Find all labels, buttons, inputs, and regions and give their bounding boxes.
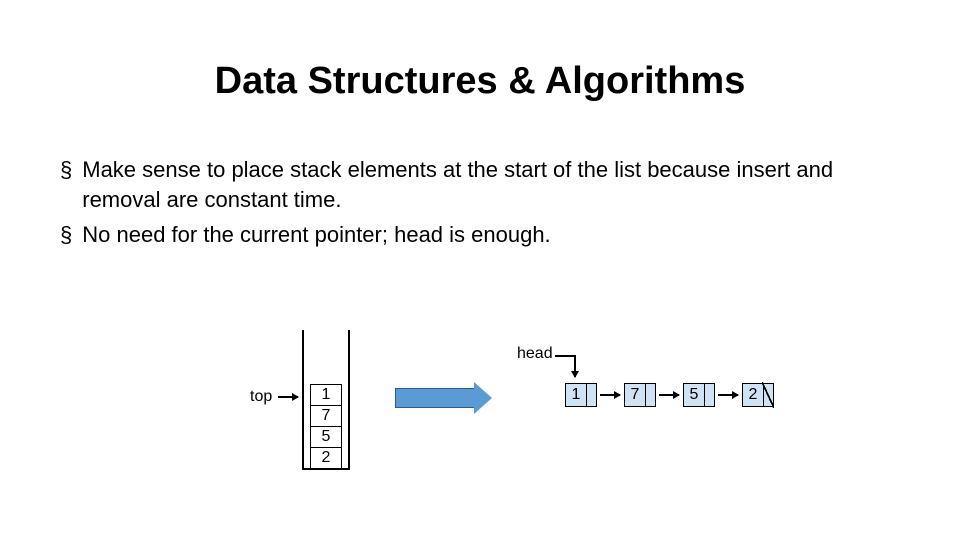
node-pointer bbox=[646, 383, 656, 407]
list-node: 1 bbox=[565, 383, 597, 407]
stack-top-label: top bbox=[250, 388, 272, 406]
list-node: 5 bbox=[683, 383, 715, 407]
node-value: 2 bbox=[742, 383, 764, 407]
link-arrow-icon bbox=[659, 394, 679, 396]
linked-list-nodes: 1 7 5 2 bbox=[565, 383, 777, 407]
stack-cell: 1 bbox=[310, 384, 342, 406]
head-pointer-arrow-icon bbox=[574, 355, 576, 377]
bullet-text: Make sense to place stack elements at th… bbox=[82, 155, 900, 214]
node-pointer bbox=[587, 383, 597, 407]
node-value: 5 bbox=[683, 383, 705, 407]
node-value: 7 bbox=[624, 383, 646, 407]
stack-cell: 5 bbox=[310, 426, 342, 448]
list-node: 7 bbox=[624, 383, 656, 407]
slide: Data Structures & Algorithms § Make sens… bbox=[0, 0, 960, 540]
list-head-label: head bbox=[517, 345, 553, 363]
stack-container: 1 7 5 2 bbox=[302, 330, 350, 470]
list-node: 2 bbox=[742, 383, 774, 407]
node-pointer bbox=[705, 383, 715, 407]
node-value: 1 bbox=[565, 383, 587, 407]
link-arrow-icon bbox=[600, 394, 620, 396]
stack-cell: 7 bbox=[310, 405, 342, 427]
bullet-list: § Make sense to place stack elements at … bbox=[60, 155, 900, 256]
bullet-marker: § bbox=[60, 155, 72, 214]
stack-empty-space bbox=[310, 330, 342, 384]
node-nil-pointer bbox=[764, 383, 774, 407]
bullet-item: § No need for the current pointer; head … bbox=[60, 220, 900, 250]
bullet-item: § Make sense to place stack elements at … bbox=[60, 155, 900, 214]
head-pointer-line bbox=[555, 355, 575, 357]
transition-arrow-icon bbox=[395, 388, 475, 408]
bullet-text: No need for the current pointer; head is… bbox=[82, 220, 900, 250]
link-arrow-icon bbox=[718, 394, 738, 396]
stack-cell: 2 bbox=[310, 447, 342, 469]
bullet-marker: § bbox=[60, 220, 72, 250]
arrow-right-icon bbox=[278, 396, 298, 398]
page-title: Data Structures & Algorithms bbox=[0, 60, 960, 103]
